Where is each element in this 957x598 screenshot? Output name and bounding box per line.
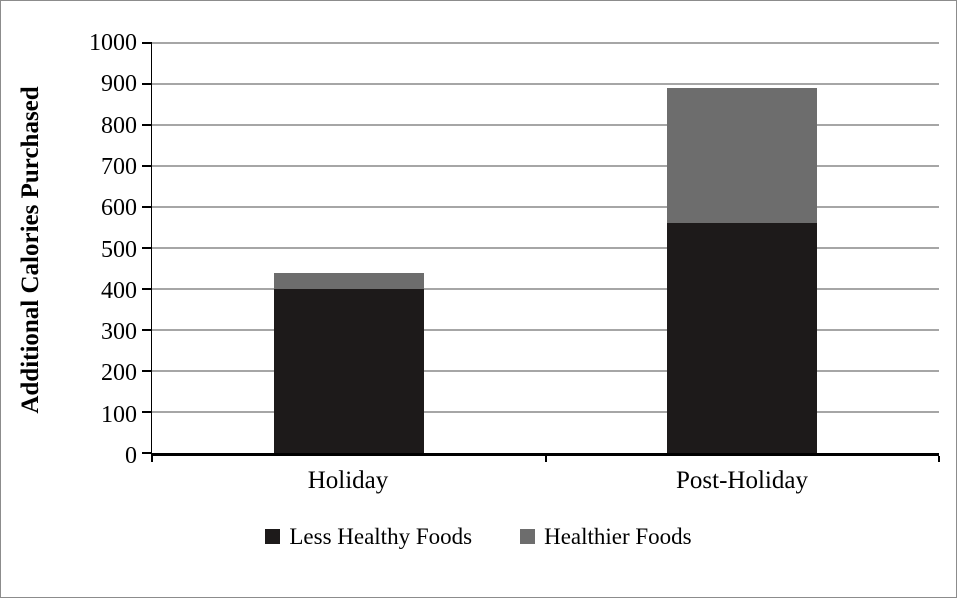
gridlines (152, 42, 939, 453)
y-tick-mark (142, 329, 152, 331)
plot-area (142, 42, 940, 462)
y-tick-label: 200 (101, 360, 137, 387)
y-tick-label: 100 (101, 401, 137, 428)
x-axis-label: Holiday (307, 467, 389, 494)
gridline (152, 206, 939, 208)
y-tick-label: 500 (101, 236, 137, 263)
y-tick-mark (142, 124, 152, 126)
legend-swatch-icon (265, 529, 281, 544)
x-tick-mark (544, 456, 547, 462)
bar-segment-less-healthy-foods (667, 223, 818, 453)
y-tick-label: 900 (101, 71, 137, 98)
gridline (152, 42, 939, 44)
bar-segment-healthier-foods (273, 272, 424, 289)
legend-item-less-healthy-foods: Less Healthy Foods (265, 525, 472, 548)
x-tick-mark (151, 456, 153, 462)
y-tick-label: 300 (101, 319, 137, 346)
y-tick-mark (142, 452, 152, 454)
y-tick-label: 0 (125, 443, 137, 469)
y-tick-label: 600 (101, 195, 137, 222)
bars (152, 43, 939, 453)
y-tick-labels: 0 100 200 300 400 500 600 700 800 900 1000 (1, 31, 137, 468)
y-tick-label: 800 (101, 112, 137, 139)
stacked-bar-post-holiday (667, 43, 818, 453)
stacked-bar-holiday (273, 43, 424, 453)
y-tick-mark (142, 411, 152, 413)
x-axis-labels: Holiday Post-Holiday (151, 467, 939, 495)
x-axis-label: Post-Holiday (676, 467, 808, 494)
bar-segment-less-healthy-foods (273, 289, 424, 453)
x-tick-marks (151, 43, 940, 462)
gridline (152, 411, 939, 413)
bar-segment-healthier-foods (667, 88, 818, 224)
y-tick-mark (142, 288, 152, 290)
gridline (152, 370, 939, 372)
legend: Less Healthy Foods Healthier Foods (1, 525, 956, 548)
gridline (152, 329, 939, 331)
gridline (152, 83, 939, 85)
x-tick-mark (938, 456, 940, 462)
gridline (152, 165, 939, 167)
gridline (152, 124, 939, 126)
y-tick-mark (142, 206, 152, 208)
legend-label: Less Healthy Foods (289, 524, 473, 549)
y-tick-marks (142, 42, 939, 454)
y-tick-label: 400 (101, 277, 137, 304)
legend-label: Healthier Foods (544, 524, 692, 549)
y-tick-label: 1000 (89, 30, 137, 56)
y-tick-mark (142, 42, 152, 44)
gridline (152, 247, 939, 249)
legend-swatch-icon (520, 529, 536, 544)
category-column-post-holiday (546, 43, 940, 453)
y-tick-mark (142, 83, 152, 85)
category-column-holiday (152, 43, 546, 453)
gridline (152, 288, 939, 290)
y-tick-label: 700 (101, 153, 137, 180)
y-tick-mark (142, 165, 152, 167)
y-tick-mark (142, 370, 152, 372)
legend-item-healthier-foods: Healthier Foods (520, 525, 692, 548)
y-tick-mark (142, 247, 152, 249)
